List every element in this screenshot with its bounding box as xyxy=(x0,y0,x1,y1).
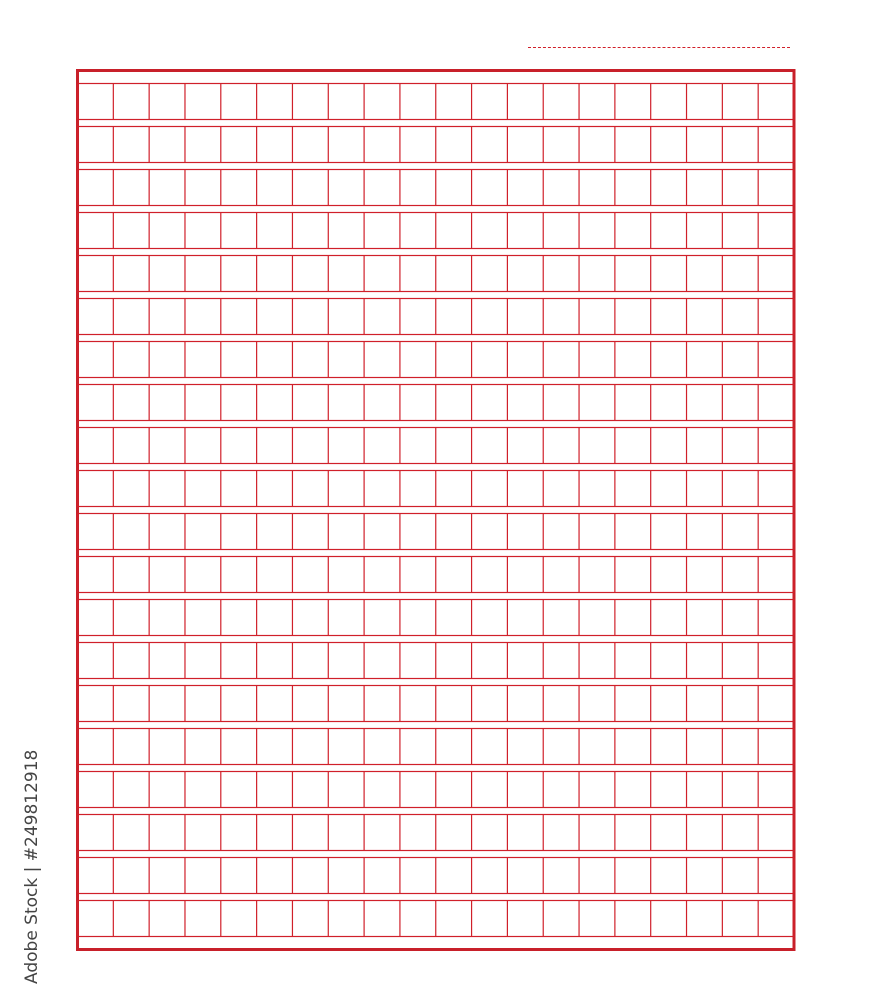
name-line-dashed xyxy=(528,47,790,48)
grid-border xyxy=(76,69,796,951)
stock-watermark: Adobe Stock | #249812918 xyxy=(22,749,42,984)
